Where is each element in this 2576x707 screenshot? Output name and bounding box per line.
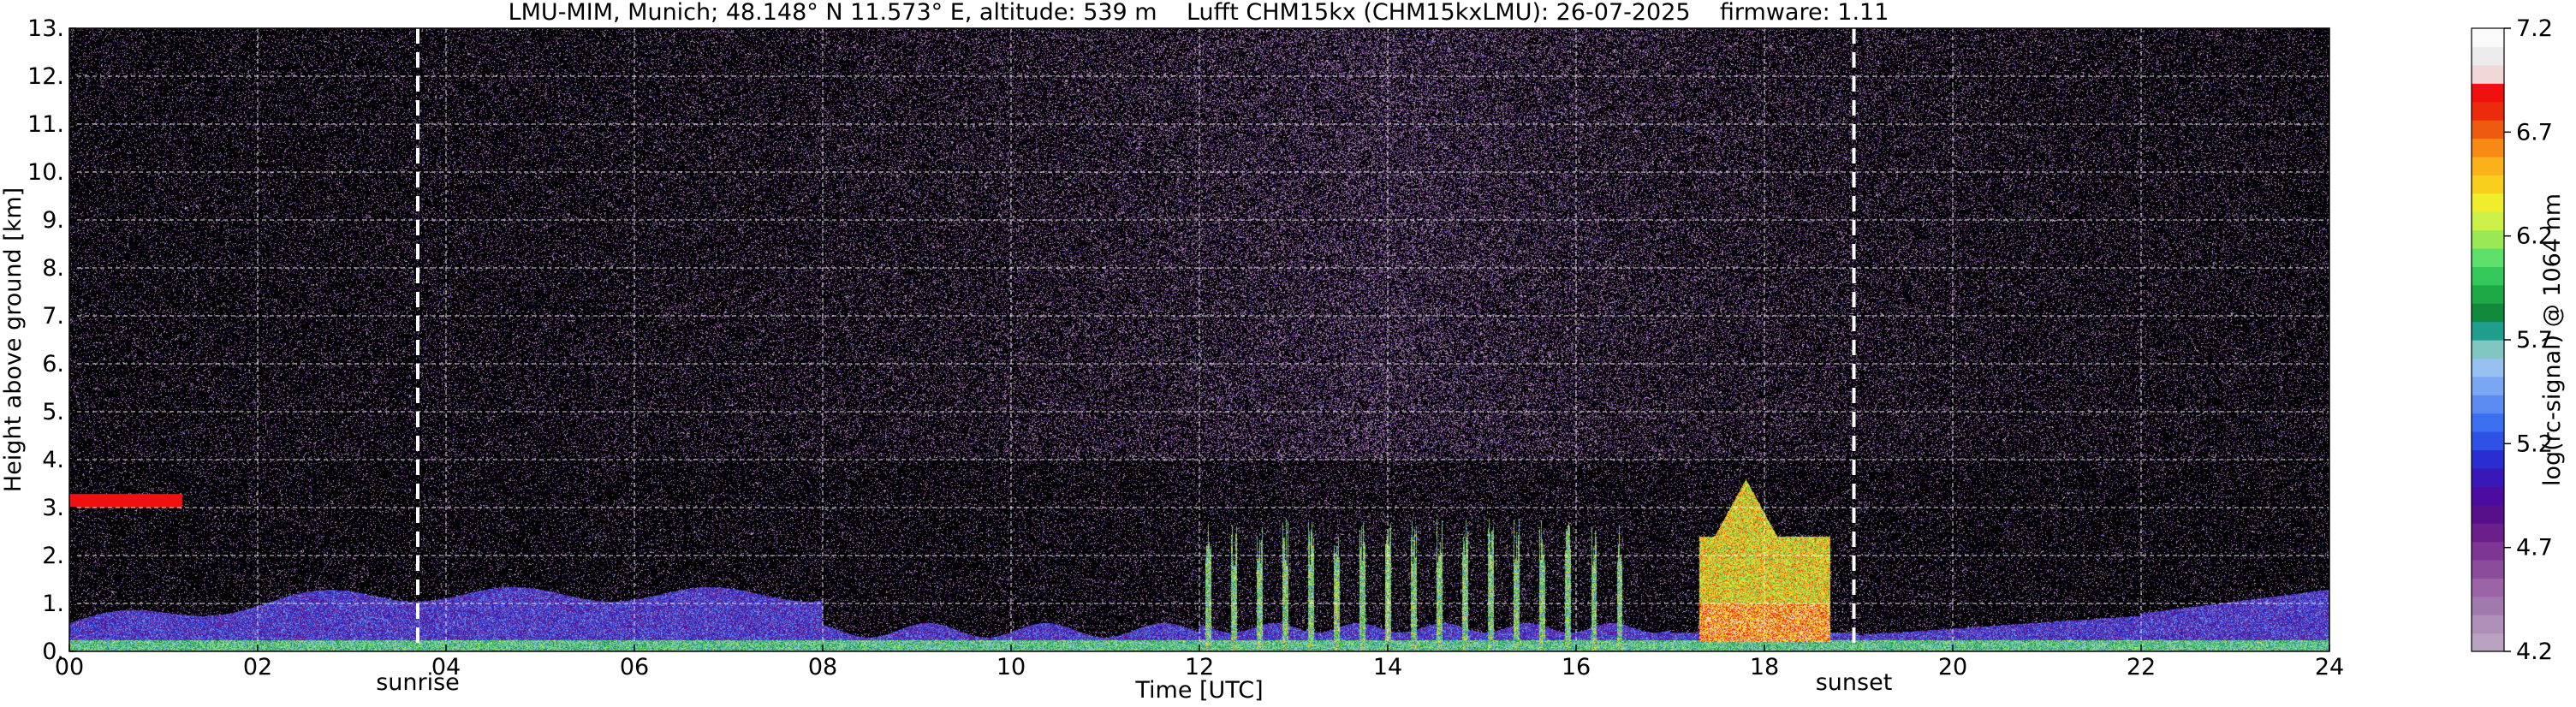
y-tick-label: 4. [42,447,64,473]
colorbar-segment [2472,615,2504,634]
colorbar-segment [2472,633,2504,652]
colorbar-label: log(rc-signal) @ 1064 nm [2539,193,2566,486]
x-axis: 00 02 04 06 08 10 12 14 16 18 20 22 24 [55,645,2344,680]
y-tick-label: 12. [27,63,64,90]
sunset-label: sunset [1816,669,1893,696]
y-tick-label: 10. [27,159,64,186]
colorbar: 4.2 4.7 5.2 5.7 6.2 6.7 7.2 [2471,15,2553,665]
y-tick-label: 3. [42,495,64,521]
colorbar-segment [2472,120,2504,140]
colorbar-segment [2472,138,2504,157]
y-axis: 0. 1. 2. 3. 4. 5. 6. 7. 8. 9. 10. 11. 12. 13. [27,15,76,665]
colorbar-segment [2472,395,2504,414]
x-tick-label: 00 [55,654,84,680]
x-tick-label: 16 [1562,654,1591,680]
y-tick-label: 9. [42,207,64,234]
colorbar-tick-label: 4.2 [2516,639,2553,665]
colorbar-segment [2472,467,2504,487]
colorbar-segment [2472,340,2504,359]
colorbar-tick-label: 6.2 [2516,223,2553,250]
x-tick-label: 12 [1185,654,1214,680]
x-tick-label: 10 [996,654,1026,680]
x-tick-label: 18 [1750,654,1779,680]
colorbar-segment [2472,559,2504,579]
colorbar-tick-label: 4.7 [2516,535,2553,561]
colorbar-segment [2472,431,2504,451]
colorbar-segment [2472,523,2504,543]
grid-lines [69,28,2329,651]
colorbar-segment [2472,486,2504,506]
x-tick-label: 14 [1373,654,1402,680]
colorbar-segment [2472,266,2504,286]
y-axis-label: Height above ground [km] [0,187,27,492]
colorbar-segment [2472,596,2504,615]
colorbar-segment [2472,28,2504,48]
x-axis-label: Time [UTC] [1134,677,1263,704]
colorbar-segment [2472,101,2504,121]
colorbar-segment [2472,156,2504,175]
x-tick-label: 20 [1938,654,1967,680]
y-tick-label: 13. [27,15,64,42]
x-tick-label: 22 [2127,654,2156,680]
x-tick-label: 02 [243,654,272,680]
colorbar-segment [2472,46,2504,66]
colorbar-segment [2472,578,2504,597]
colorbar-tick-label: 7.2 [2516,15,2553,42]
y-tick-label: 7. [42,303,64,330]
colorbar-segment [2472,504,2504,524]
y-tick-label: 6. [42,351,64,377]
colorbar-segment [2472,376,2504,395]
colorbar-tick-label: 6.7 [2516,119,2553,146]
chart-title: LMU-MIM, Munich; 48.148° N 11.573° E, al… [509,0,1889,26]
x-tick-label: 08 [808,654,837,680]
colorbar-tick-label: 5.2 [2516,431,2553,457]
y-tick-label: 2. [42,543,64,569]
colorbar-segment [2472,541,2504,561]
x-tick-label: 04 [431,654,461,680]
y-tick-label: 11. [27,111,64,138]
colorbar-segment [2472,303,2504,323]
y-tick-label: 1. [42,591,64,617]
colorbar-segment [2472,413,2504,432]
y-tick-label: 8. [42,255,64,282]
sun-event-lines [416,28,1856,651]
y-tick-label: 0. [42,639,64,665]
colorbar-segment [2472,247,2504,267]
colorbar-segment [2472,175,2504,194]
sunrise-label: sunrise [376,669,460,696]
x-tick-label: 24 [2315,654,2344,680]
colorbar-segment [2472,358,2504,377]
colorbar-segment [2472,64,2504,84]
x-tick-label: 06 [620,654,649,680]
colorbar-segment [2472,321,2504,341]
colorbar-segment [2472,211,2504,231]
colorbar-segment [2472,449,2504,469]
colorbar-segment [2472,193,2504,212]
colorbar-segment [2472,229,2504,249]
y-tick-label: 5. [42,399,64,425]
colorbar-segment [2472,83,2504,103]
colorbar-segment [2472,284,2504,304]
colorbar-tick-label: 5.7 [2516,327,2553,354]
sun-event-labels: sunrise sunset [376,669,1892,696]
